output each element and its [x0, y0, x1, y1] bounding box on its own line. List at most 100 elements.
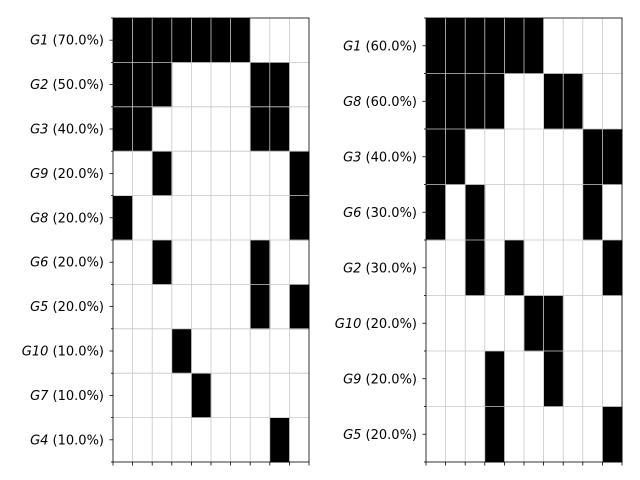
group-percentage: (40.0%)	[48, 123, 104, 138]
y-tick-label: G4 (10.0%)	[30, 433, 104, 448]
heatmap-cell	[289, 151, 310, 196]
group-percentage: (70.0%)	[48, 34, 104, 49]
heatmap-cell	[426, 184, 446, 241]
y-tick-label: G10 (10.0%)	[22, 345, 104, 360]
y-tick-label: G2 (30.0%)	[343, 261, 417, 276]
heatmap-cell	[484, 406, 505, 463]
group-percentage: (40.0%)	[361, 150, 417, 165]
heatmap-cell	[484, 351, 505, 407]
y-tick-label: G5 (20.0%)	[343, 428, 417, 443]
y-tick-label: G9 (20.0%)	[30, 167, 104, 182]
heatmap-cell	[250, 284, 271, 330]
heatmap-cell	[484, 18, 505, 74]
y-tick-label: G3 (40.0%)	[30, 123, 104, 138]
y-tick-label: G6 (20.0%)	[30, 256, 104, 271]
group-name: G9	[343, 372, 361, 387]
group-percentage: (20.0%)	[361, 428, 417, 443]
heatmap-cell	[504, 240, 525, 296]
group-name: G2	[343, 261, 361, 276]
group-name: G3	[30, 123, 48, 138]
heatmap-cell	[171, 328, 192, 374]
group-name: G3	[343, 150, 361, 165]
group-percentage: (10.0%)	[48, 345, 104, 360]
group-name: G5	[343, 428, 361, 443]
heatmap-cell	[445, 129, 466, 185]
heatmap-cell	[602, 240, 623, 296]
heatmap-cell	[465, 184, 486, 241]
group-name: G6	[343, 206, 361, 221]
heatmap-cell	[524, 295, 544, 352]
y-tick-label: G1 (60.0%)	[343, 39, 417, 54]
group-name: G8	[343, 95, 361, 110]
group-percentage: (20.0%)	[361, 317, 417, 332]
group-percentage: (20.0%)	[48, 300, 104, 315]
heatmap-cell	[191, 18, 212, 63]
heatmap-cell	[602, 129, 623, 185]
group-name: G8	[30, 211, 48, 226]
heatmap-cell	[524, 18, 544, 74]
heatmap-cell	[211, 18, 231, 63]
heatmap-cell	[465, 73, 486, 130]
group-percentage: (20.0%)	[48, 167, 104, 182]
heatmap-cell	[250, 240, 271, 285]
heatmap-cell	[602, 406, 623, 463]
group-name: G4	[30, 433, 48, 448]
heatmap-cell	[250, 106, 271, 152]
heatmap-cell	[445, 18, 466, 74]
group-percentage: (60.0%)	[361, 39, 417, 54]
heatmap-cell	[543, 73, 564, 130]
group-name: G5	[30, 300, 48, 315]
heatmap-cell	[132, 18, 153, 63]
group-name: G2	[30, 78, 48, 93]
heatmap-cell	[152, 62, 173, 108]
y-tick-label: G3 (40.0%)	[343, 150, 417, 165]
y-tick-label: G8 (60.0%)	[343, 95, 417, 110]
heatmap-cell	[465, 240, 486, 296]
heatmap-cell	[269, 106, 290, 152]
heatmap-cell	[445, 73, 466, 130]
heatmap-cell	[563, 73, 584, 130]
left-heatmap-chart: G1 (70.0%) G2 (50.0%) G3 (40.0%) G9 (20.0%)…	[22, 17, 310, 466]
group-name: G10	[22, 345, 49, 360]
heatmap-cell	[132, 62, 153, 108]
y-tick-label: G8 (20.0%)	[30, 211, 104, 226]
heatmap-cell	[152, 18, 173, 63]
heatmap-cell	[504, 18, 525, 74]
heatmap-cell	[269, 62, 290, 108]
heatmap-cell	[289, 195, 310, 241]
heatmap-cell	[152, 240, 173, 285]
heatmap-cell	[269, 417, 290, 463]
heatmap-cell	[250, 62, 271, 108]
group-name: G6	[30, 256, 48, 271]
heatmap-cell	[582, 184, 603, 241]
heatmap-cell	[113, 62, 133, 108]
heatmap-cell	[113, 106, 133, 152]
heatmap-cell	[113, 195, 133, 241]
group-percentage: (30.0%)	[361, 206, 417, 221]
heatmap-cell	[171, 18, 192, 63]
y-tick-label: G7 (10.0%)	[30, 389, 104, 404]
group-name: G1	[30, 34, 48, 49]
heatmap-cell	[484, 73, 505, 130]
heatmap-cell	[113, 18, 133, 63]
heatmap-cell	[152, 151, 173, 196]
heatmap-cell	[543, 295, 564, 352]
heatmap-cell	[426, 18, 446, 74]
group-percentage: (20.0%)	[48, 211, 104, 226]
y-tick-label: G1 (70.0%)	[30, 34, 104, 49]
group-name: G1	[343, 39, 361, 54]
heatmap-cell	[191, 373, 212, 418]
group-percentage: (20.0%)	[361, 372, 417, 387]
y-tick-label: G2 (50.0%)	[30, 78, 104, 93]
group-name: G7	[30, 389, 49, 404]
group-percentage: (30.0%)	[361, 261, 417, 276]
y-tick-label: G6 (30.0%)	[343, 206, 417, 221]
group-percentage: (60.0%)	[361, 95, 417, 110]
group-percentage: (50.0%)	[48, 78, 104, 93]
right-heatmap-chart: G1 (60.0%)G8 (60.0%)G3 (40.0%)G6 (30.0%)…	[335, 17, 623, 466]
group-percentage: (20.0%)	[48, 256, 104, 271]
group-name: G9	[30, 167, 48, 182]
heatmap-cell	[582, 129, 603, 185]
group-name: G10	[335, 317, 362, 332]
